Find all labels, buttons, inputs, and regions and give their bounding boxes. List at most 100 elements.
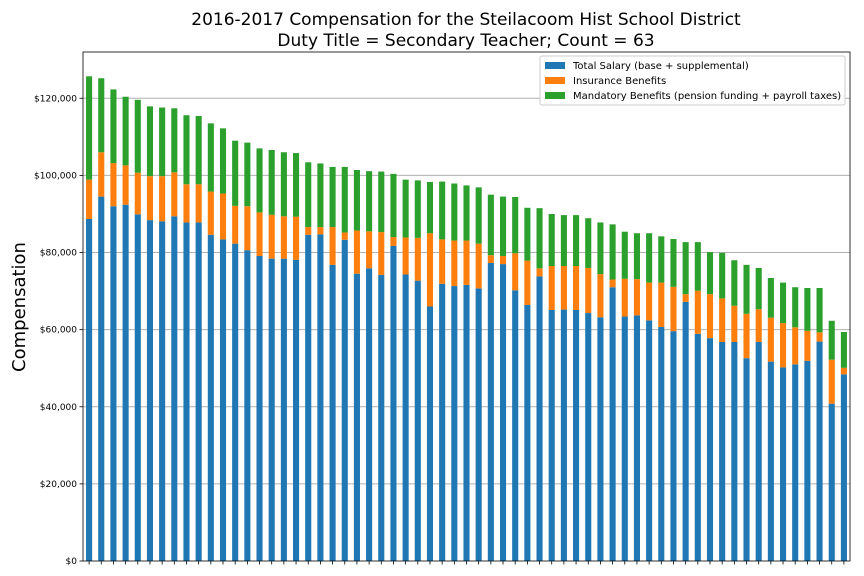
chart-title-line-2: Duty Title = Secondary Teacher; Count = … — [277, 31, 654, 51]
bar-segment-series-2 — [426, 233, 434, 307]
bar-segment-series-1 — [804, 360, 811, 561]
bar-segment-series-2 — [329, 227, 336, 265]
bar-segment-series-1 — [816, 341, 823, 561]
bar-segment-series-3 — [743, 264, 750, 314]
bar-segment-series-2 — [195, 184, 202, 223]
bar-segment-series-1 — [463, 284, 470, 561]
bar-segment-series-2 — [110, 163, 117, 207]
bar-segment-series-3 — [207, 123, 214, 192]
bar-segment-series-2 — [646, 282, 653, 321]
bar-segment-series-2 — [706, 294, 714, 339]
y-axis-label: Compensation — [9, 242, 30, 372]
bar-segment-series-2 — [305, 227, 312, 235]
bar-segment-series-2 — [536, 268, 543, 277]
bar-segment-series-2 — [366, 231, 373, 269]
bar-segment-series-2 — [317, 227, 324, 235]
bar-segment-series-2 — [183, 184, 190, 223]
bar-segment-series-1 — [353, 273, 360, 561]
bar-segment-series-3 — [658, 236, 665, 283]
bar-segment-series-1 — [451, 286, 458, 561]
bar-segment-series-2 — [86, 179, 93, 219]
bar-segment-series-3 — [244, 142, 251, 207]
bar-segment-series-2 — [414, 237, 421, 281]
bar-segment-series-1 — [840, 374, 847, 561]
legend: Total Salary (base + supplemental) Insura… — [539, 55, 846, 106]
bar-segment-series-2 — [658, 282, 665, 327]
bar-segment-series-3 — [280, 152, 287, 217]
bar-segment-series-1 — [122, 204, 129, 561]
chart-title-line-1: 2016-2017 Compensation for the Steilacoo… — [191, 10, 741, 30]
bar-segment-series-2 — [573, 266, 580, 310]
bar-segment-series-1 — [755, 341, 762, 561]
bar-segment-series-3 — [390, 173, 397, 238]
bar-segment-series-1 — [207, 234, 214, 561]
bar-segment-series-2 — [682, 294, 689, 302]
bar-segment-series-2 — [779, 323, 787, 368]
bar-segment-series-3 — [779, 282, 787, 324]
bar-segment-series-3 — [694, 242, 701, 291]
bar-segment-series-2 — [585, 267, 592, 314]
legend-swatch-series-3 — [545, 92, 565, 99]
bar-segment-series-3 — [159, 107, 166, 177]
bar-segment-series-3 — [487, 194, 494, 256]
legend-swatch-series-1 — [545, 62, 565, 69]
bar-segment-series-2 — [122, 165, 129, 205]
bar-segment-series-2 — [499, 255, 507, 265]
bar-segment-series-3 — [317, 163, 324, 228]
bar-segment-series-1 — [256, 255, 263, 562]
bar-segment-series-3 — [597, 222, 604, 275]
bar-segment-series-3 — [731, 260, 738, 306]
bar-segment-series-1 — [86, 218, 93, 562]
bar-segment-series-1 — [146, 220, 154, 561]
y-tick-label: $0 — [66, 557, 78, 567]
bar-segment-series-2 — [828, 359, 835, 404]
bar-segment-series-1 — [329, 264, 336, 561]
bar-segment-series-3 — [804, 287, 811, 331]
bar-segment-series-3 — [366, 171, 373, 232]
bar-segment-series-3 — [268, 149, 275, 215]
bar-segment-series-3 — [341, 166, 348, 233]
bar-segment-series-3 — [195, 116, 202, 185]
bar-segment-series-1 — [402, 274, 409, 561]
bar-segment-series-1 — [560, 309, 567, 561]
bar-segment-series-2 — [219, 193, 227, 240]
bar-segment-series-1 — [682, 301, 689, 561]
bar-segment-series-2 — [670, 286, 677, 332]
bar-segment-series-2 — [475, 243, 482, 289]
bar-segment-series-1 — [195, 222, 202, 562]
bar-segment-series-2 — [390, 237, 397, 246]
bar-segment-series-1 — [609, 287, 616, 561]
bar-segment-series-2 — [633, 279, 640, 316]
bar-segment-series-3 — [110, 89, 117, 164]
y-tick-label: $100,000 — [34, 171, 77, 181]
bar-segment-series-1 — [378, 274, 385, 561]
bar-segment-series-2 — [816, 332, 823, 342]
bar-segment-series-2 — [463, 240, 470, 285]
bar-segment-series-3 — [414, 180, 421, 238]
bar-segment-series-2 — [378, 232, 385, 275]
bar-segment-series-3 — [633, 233, 640, 280]
bar-segment-series-2 — [731, 305, 738, 342]
bar-segment-series-2 — [755, 309, 762, 342]
bar-segment-series-2 — [804, 330, 811, 361]
bar-segment-series-1 — [159, 221, 166, 561]
bar-segment-series-2 — [487, 255, 494, 263]
bar-segment-series-2 — [207, 191, 214, 235]
bar-segment-series-2 — [694, 290, 701, 334]
bar-segment-series-2 — [353, 230, 360, 274]
axes-layer: $0 $20,000 $40,000 $60,000 $80,000 $100,000 $1… — [34, 51, 851, 567]
y-tick-label: $40,000 — [40, 403, 77, 413]
bar-segment-series-1 — [219, 239, 227, 561]
bar-segment-series-2 — [280, 216, 287, 259]
bar-segment-series-1 — [548, 309, 555, 561]
bar-segment-series-3 — [512, 196, 519, 254]
bar-segment-series-1 — [767, 361, 774, 561]
bar-segment-series-2 — [439, 239, 446, 284]
bar-segment-series-1 — [134, 214, 141, 561]
bar-segment-series-1 — [317, 234, 324, 561]
bar-segment-series-3 — [585, 218, 592, 268]
bar-segment-series-1 — [499, 264, 507, 561]
bar-segment-series-3 — [560, 215, 567, 267]
bar-segment-series-2 — [341, 232, 348, 240]
